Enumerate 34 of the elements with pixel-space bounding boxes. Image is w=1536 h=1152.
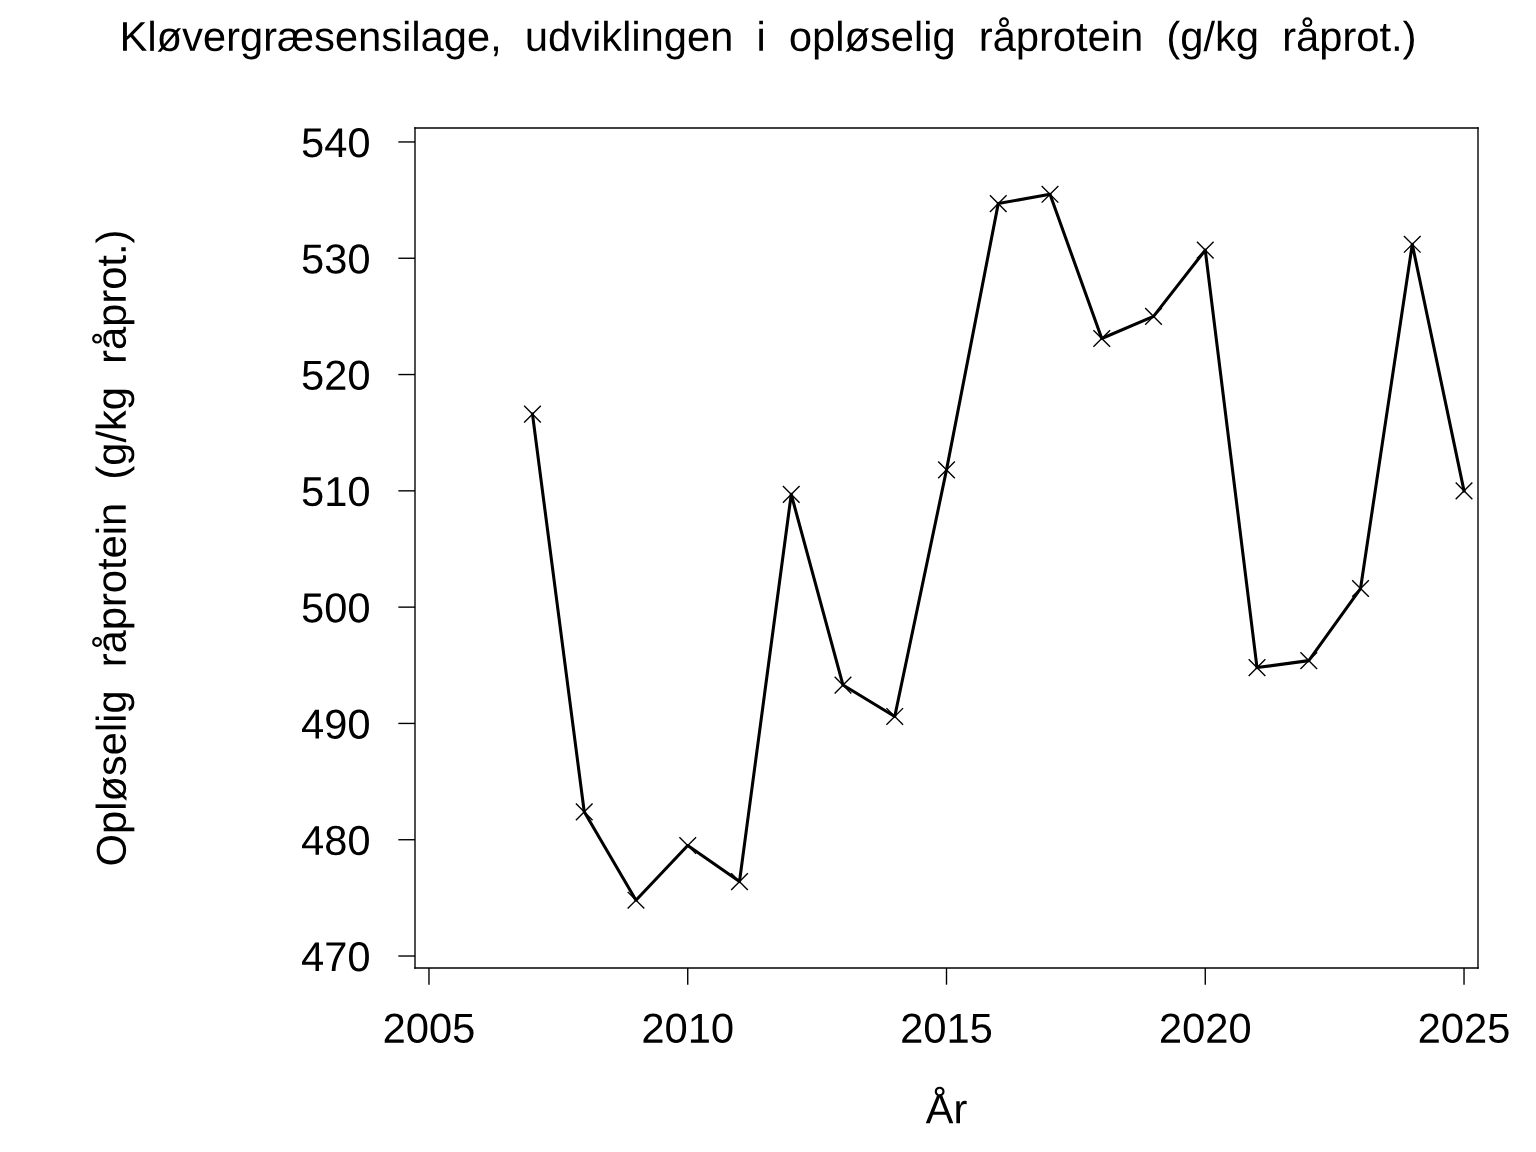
y-tick-label: 500 [302,593,369,623]
point [678,836,697,855]
y-tick-label: 490 [302,709,369,739]
point [1092,329,1111,348]
chart-title: Kløvergræsensilage, udviklingen i opløselig råprotein (g/kg råprot.) [123,17,1414,60]
point [1196,241,1215,260]
point [1144,307,1163,326]
x-axis-title: År [925,1086,967,1124]
x-tick-label: 2025 [1419,1013,1509,1044]
point [1454,481,1474,500]
y-tick-label: 510 [302,476,369,507]
x-tick-label: 2020 [1161,1013,1250,1044]
y-tick-label: 540 [302,127,369,158]
y-tick-label: 470 [302,942,369,972]
point [937,460,956,479]
y-tick-label: 530 [302,244,369,274]
x-tick-label: 2010 [643,1013,733,1044]
y-axis-title: Opløselig råprotein (g/kg råprot.) [92,232,135,865]
point [1403,235,1422,254]
point [1040,185,1060,204]
point [730,872,749,891]
point [1247,658,1267,677]
point [523,405,542,424]
point [1351,579,1370,598]
point [782,485,801,504]
point [885,707,904,726]
x-tick-label: 2005 [384,1013,474,1044]
point [1299,651,1318,670]
point [833,676,853,695]
point [575,802,594,821]
y-tick-label: 480 [302,825,369,856]
y-tick-label: 520 [302,360,369,391]
x-tick-label: 2015 [902,1013,992,1044]
point [989,194,1008,213]
